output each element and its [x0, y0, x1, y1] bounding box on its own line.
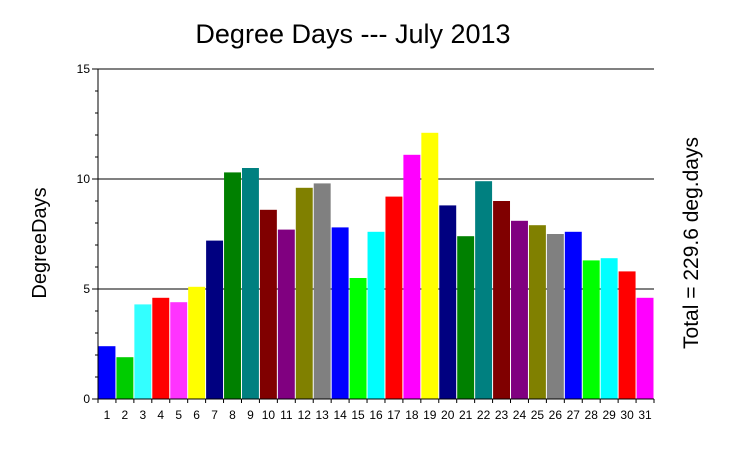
x-tick-label: 20 [441, 408, 455, 422]
y-tick-label: 0 [83, 392, 90, 406]
bar [313, 183, 331, 399]
x-tick-label: 29 [602, 408, 616, 422]
bar [188, 286, 206, 399]
x-tick-label: 26 [549, 408, 563, 422]
x-tick-label: 8 [229, 408, 236, 422]
bar [134, 304, 152, 399]
x-tick-label: 24 [513, 408, 527, 422]
bar [385, 196, 403, 399]
x-tick-label: 18 [405, 408, 419, 422]
x-tick-label: 4 [157, 408, 164, 422]
bar [349, 278, 367, 399]
bar [511, 220, 528, 399]
x-tick-label: 27 [567, 408, 581, 422]
bar [546, 234, 564, 399]
x-tick-label: 17 [387, 408, 401, 422]
bar [475, 181, 493, 399]
bar [98, 346, 116, 399]
bar [116, 357, 134, 399]
bar [528, 225, 546, 399]
x-tick-label: 31 [638, 408, 652, 422]
axes [92, 68, 655, 403]
x-tick-label: 14 [333, 408, 347, 422]
bar [421, 132, 439, 400]
bar [367, 231, 385, 399]
x-tick-label: 13 [316, 408, 330, 422]
x-tick-label: 23 [495, 408, 509, 422]
bar [170, 302, 188, 399]
x-tick-label: 30 [620, 408, 634, 422]
bar [618, 271, 636, 399]
x-tick-label: 10 [262, 408, 276, 422]
y-tick-label: 15 [77, 62, 91, 76]
x-tick-labels: 1 2 3 4 5 6 7 8 9 10 11 12 13 14 15 16 17 18 19 20 21 22 23 24 2… [104, 408, 652, 422]
x-tick-label: 7 [211, 408, 218, 422]
bars [98, 132, 654, 400]
total-label: Total = 229.6 deg.days [680, 137, 703, 349]
bar [403, 154, 421, 399]
x-tick-label: 22 [477, 408, 491, 422]
bar [600, 258, 618, 399]
bar [152, 297, 170, 399]
bar [439, 205, 457, 399]
bar [582, 260, 600, 399]
y-tick-label: 5 [83, 282, 90, 296]
x-tick-label: 25 [531, 408, 545, 422]
x-tick-label: 21 [459, 408, 473, 422]
bar [493, 201, 511, 399]
y-tick-labels: 0 5 10 15 [77, 62, 91, 406]
chart-title: Degree Days --- July 2013 [195, 19, 510, 49]
y-tick-label: 10 [77, 172, 91, 186]
x-tick-label: 2 [122, 408, 129, 422]
x-tick-label: 6 [193, 408, 200, 422]
x-tick-label: 5 [175, 408, 182, 422]
bar [206, 240, 224, 399]
bar [564, 231, 582, 399]
bar [224, 172, 241, 399]
x-tick-label: 16 [369, 408, 383, 422]
x-tick-label: 12 [298, 408, 312, 422]
x-tick-label: 9 [247, 408, 254, 422]
bar [636, 297, 654, 399]
bar [277, 229, 295, 399]
x-tick-label: 3 [139, 408, 146, 422]
bar [259, 209, 277, 399]
x-tick-label: 28 [585, 408, 599, 422]
x-tick-label: 15 [351, 408, 365, 422]
y-axis-label: DegreeDays [29, 187, 51, 298]
x-tick-label: 1 [104, 408, 111, 422]
bar [295, 187, 313, 399]
bar [241, 168, 259, 399]
x-tick-label: 11 [280, 408, 293, 422]
x-tick-label: 19 [423, 408, 437, 422]
bar [457, 236, 475, 399]
bar [331, 227, 349, 399]
